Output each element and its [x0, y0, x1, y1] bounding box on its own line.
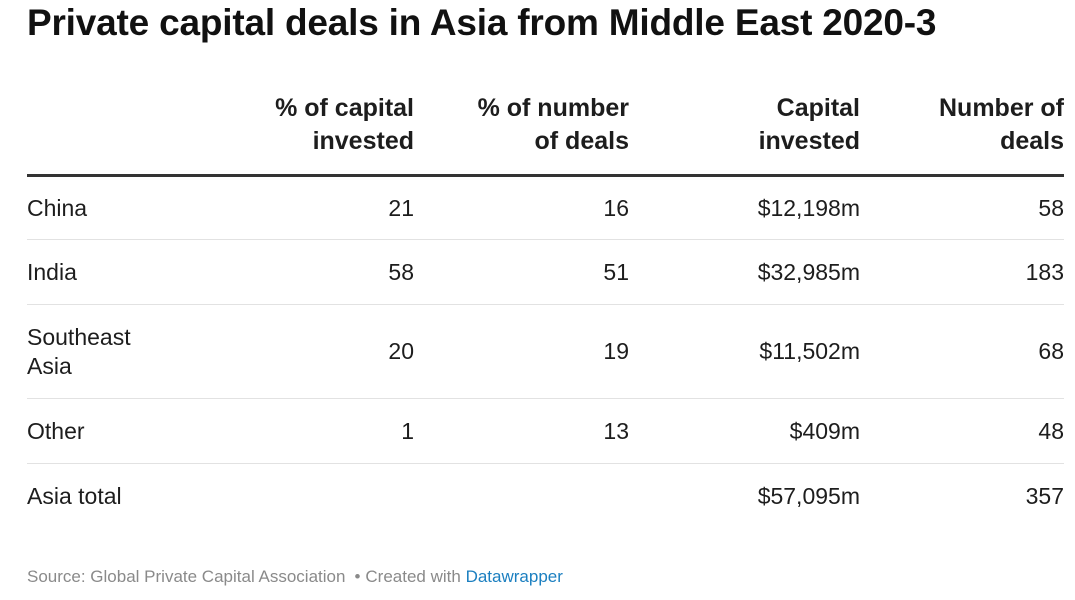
- header-pct-deals-line2: of deals: [534, 127, 629, 155]
- cell-pct-deals: 16: [414, 175, 629, 240]
- cell-pct-deals: 13: [414, 398, 629, 464]
- chart-footer: Source: Global Private Capital Associati…: [27, 567, 563, 587]
- header-capital-invested-line2: invested: [758, 127, 860, 155]
- header-region: [27, 92, 197, 177]
- header-pct-deals-line1: % of number: [477, 94, 629, 122]
- cell-pct-deals: 51: [414, 239, 629, 305]
- created-with-text: Created with: [365, 567, 461, 586]
- footer-separator: •: [354, 567, 361, 586]
- row-label-line1: Southeast: [27, 323, 131, 350]
- header-capital-invested[interactable]: Capital invested: [629, 92, 860, 177]
- row-label: Southeast Asia: [27, 304, 197, 399]
- cell-capital-invested: $12,198m: [629, 175, 860, 240]
- table-row-southeast-asia: Southeast Asia 20 19 $11,502m 68: [27, 304, 1064, 399]
- table-header-row: % of capital invested % of number of dea…: [27, 92, 1064, 177]
- header-capital-invested-line1: Capital: [776, 94, 860, 122]
- header-number-of-deals-line2: deals: [1000, 127, 1064, 155]
- cell-number-of-deals: 68: [860, 304, 1064, 399]
- table-row-india: India 58 51 $32,985m 183: [27, 239, 1064, 305]
- chart-title: Private capital deals in Asia from Middl…: [27, 2, 937, 43]
- header-pct-deals[interactable]: % of number of deals: [414, 92, 629, 177]
- row-label: China: [27, 175, 197, 240]
- row-label: India: [27, 239, 197, 305]
- cell-pct-capital: 21: [197, 175, 414, 240]
- cell-capital-invested: $32,985m: [629, 239, 860, 305]
- cell-pct-capital: 20: [197, 304, 414, 399]
- table-row-china: China 21 16 $12,198m 58: [27, 175, 1064, 240]
- header-number-of-deals-line1: Number of: [939, 94, 1064, 122]
- row-label-line2: Asia: [27, 352, 72, 379]
- cell-pct-deals: [414, 464, 629, 529]
- cell-pct-capital: [197, 464, 414, 529]
- cell-capital-invested: $57,095m: [757, 482, 860, 509]
- header-number-of-deals[interactable]: Number of deals: [860, 92, 1064, 177]
- row-label: Asia total: [27, 482, 122, 509]
- cell-number-of-deals: 48: [860, 398, 1064, 464]
- cell-number-of-deals: 357: [1025, 482, 1064, 509]
- cell-capital-invested: $11,502m: [629, 304, 860, 399]
- datawrapper-link[interactable]: Datawrapper: [465, 567, 563, 586]
- cell-pct-capital: 58: [197, 239, 414, 305]
- table-row-asia-total: Asia total $57,095m 357: [27, 464, 1064, 529]
- data-table: % of capital invested % of number of dea…: [27, 92, 1064, 529]
- cell-capital-invested: $409m: [629, 398, 860, 464]
- header-pct-capital[interactable]: % of capital invested: [197, 92, 414, 177]
- source-note: Source: Global Private Capital Associati…: [27, 567, 346, 586]
- header-pct-capital-line1: % of capital: [275, 94, 414, 122]
- header-pct-capital-line2: invested: [312, 127, 414, 155]
- cell-number-of-deals: 58: [860, 175, 1064, 240]
- cell-pct-deals: 19: [414, 304, 629, 399]
- row-label: Other: [27, 398, 197, 464]
- table-row-other: Other 1 13 $409m 48: [27, 398, 1064, 464]
- cell-pct-capital: 1: [197, 398, 414, 464]
- cell-number-of-deals: 183: [860, 239, 1064, 305]
